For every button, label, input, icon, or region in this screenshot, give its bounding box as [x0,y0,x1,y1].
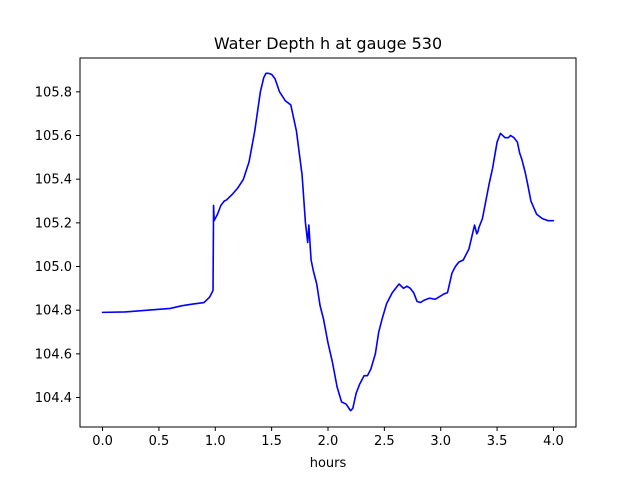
y-tick-label: 104.8 [35,304,72,319]
series-line-1 [101,72,555,412]
x-tick-label: 1.5 [261,434,282,449]
x-tick-label: 0.0 [92,434,113,449]
chart-title: Water Depth h at gauge 530 [214,34,442,53]
x-tick-label: 0.5 [149,434,170,449]
y-tick-label: 104.6 [35,347,72,362]
x-tick-label: 2.0 [318,434,339,449]
y-tick-label: 105.0 [35,260,72,275]
plot-layer [101,72,555,412]
x-tick-label: 3.5 [487,434,508,449]
y-tick-label: 105.6 [35,129,72,144]
x-tick-label: 2.5 [374,434,395,449]
x-tick-label: 4.0 [543,434,564,449]
y-axis: 104.4 104.6 104.8 105.0 105.2 105.4 105.6 105.8 [35,85,80,406]
y-tick-label: 105.4 [35,173,72,188]
y-tick-label: 105.2 [35,216,72,231]
x-tick-label: 3.0 [430,434,451,449]
y-tick-label: 105.8 [35,85,72,100]
x-axis: 0.0 0.5 1.0 1.5 2.0 2.5 3.0 3.5 4.0 [92,427,564,449]
x-tick-label: 1.0 [205,434,226,449]
x-axis-label: hours [310,456,347,471]
y-tick-label: 104.4 [35,391,72,406]
